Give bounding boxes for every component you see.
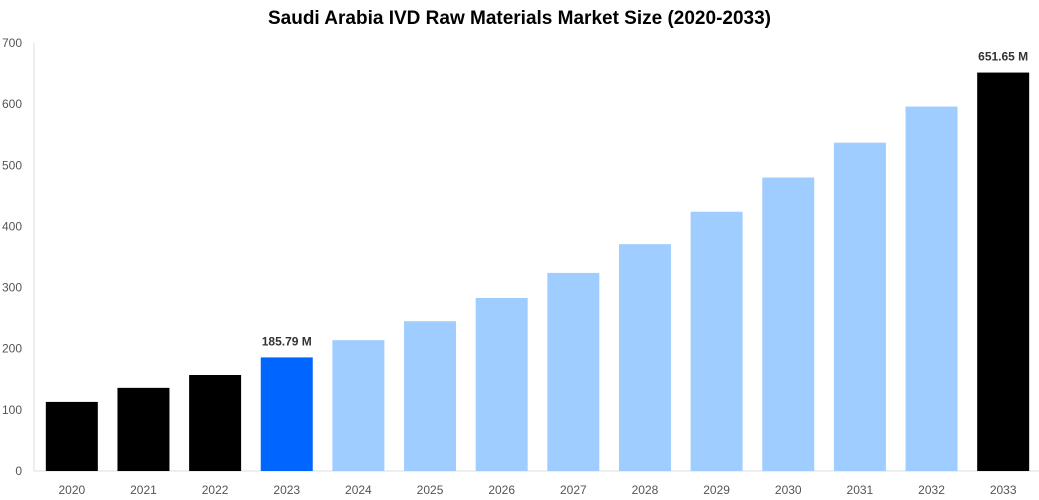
data-label: 185.79 M — [262, 334, 312, 348]
x-tick-label: 2028 — [632, 483, 659, 497]
bar-2027 — [547, 272, 600, 471]
y-tick-label: 300 — [2, 281, 22, 295]
x-tick-label: 2026 — [488, 483, 515, 497]
y-tick-label: 200 — [2, 342, 22, 356]
y-tick-label: 100 — [2, 403, 22, 417]
bar-2024 — [332, 340, 385, 471]
bar-2021 — [117, 387, 170, 471]
y-tick-label: 600 — [2, 97, 22, 111]
y-tick-label: 700 — [2, 36, 22, 50]
bar-2031 — [833, 142, 886, 472]
x-tick-label: 2027 — [560, 483, 587, 497]
x-tick-label: 2032 — [918, 483, 945, 497]
x-tick-label: 2029 — [703, 483, 730, 497]
x-tick-label: 2030 — [775, 483, 802, 497]
x-tick-label: 2031 — [847, 483, 874, 497]
x-tick-label: 2024 — [345, 483, 372, 497]
bar-2032 — [905, 106, 958, 472]
data-label: 651.65 M — [978, 50, 1028, 64]
bar-2022 — [189, 375, 242, 471]
bar-2023 — [260, 357, 313, 471]
x-tick-label: 2020 — [58, 483, 85, 497]
y-tick-label: 500 — [2, 158, 22, 172]
bar-2033 — [977, 72, 1030, 472]
bar-2020 — [45, 401, 98, 471]
x-tick-label: 2025 — [417, 483, 444, 497]
y-tick-label: 400 — [2, 219, 22, 233]
x-tick-label: 2033 — [990, 483, 1017, 497]
x-tick-label: 2021 — [130, 483, 157, 497]
bar-2029 — [690, 211, 743, 472]
bar-2028 — [618, 244, 671, 471]
y-tick-label: 0 — [15, 464, 22, 478]
bar-2026 — [475, 297, 528, 471]
bar-2025 — [404, 321, 457, 471]
x-tick-label: 2023 — [273, 483, 300, 497]
x-tick-label: 2022 — [202, 483, 229, 497]
chart-title: Saudi Arabia IVD Raw Materials Market Si… — [267, 8, 771, 29]
bar-2030 — [762, 177, 815, 471]
